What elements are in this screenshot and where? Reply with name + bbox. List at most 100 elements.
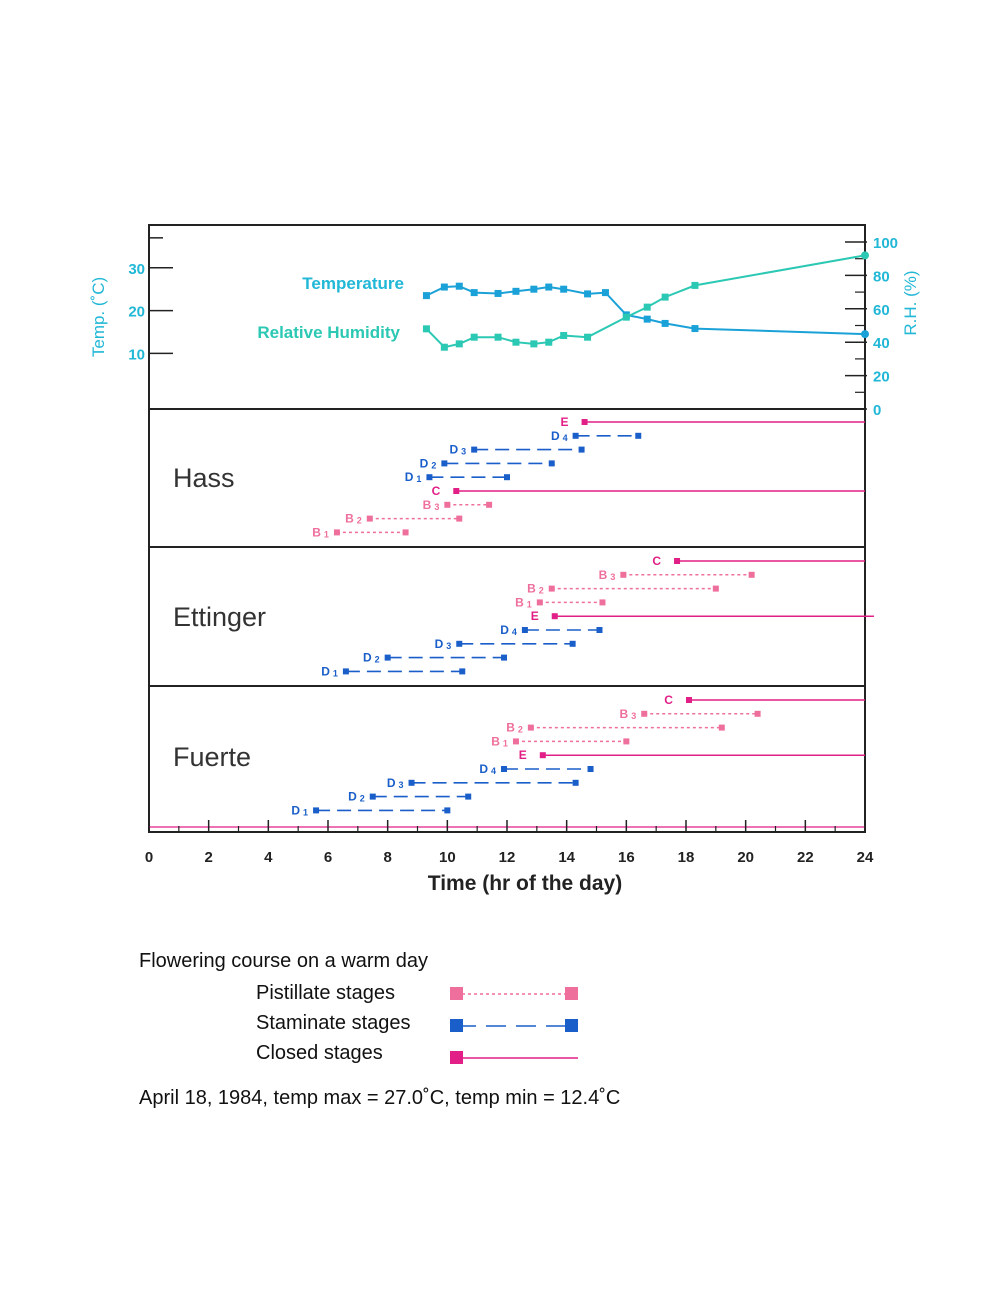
- temperature-point: [861, 330, 869, 339]
- stage-label: B: [491, 734, 500, 748]
- stage-label: B: [599, 568, 608, 582]
- caption-footer: April 18, 1984, temp max = 27.0˚C, temp …: [139, 1087, 621, 1109]
- temperature-point: [545, 283, 553, 291]
- stage-label: D: [291, 803, 300, 817]
- stage-label: D: [405, 470, 414, 484]
- right-tick-label: 80: [873, 268, 890, 285]
- stage-label: B: [423, 498, 432, 512]
- temperature-point: [530, 285, 538, 293]
- stage-label: E: [519, 748, 527, 762]
- pistillate-stage-end-marker: [623, 738, 630, 745]
- temperature-point: [455, 282, 463, 290]
- temperature-point: [512, 287, 520, 295]
- pistillate-stage-start-marker: [641, 710, 648, 717]
- stage-label-subscript: 1: [416, 474, 421, 484]
- cultivar-label: Hass: [173, 463, 235, 493]
- humidity-point: [470, 333, 478, 341]
- stage-label-subscript: 2: [431, 460, 436, 470]
- temperature-point: [470, 289, 478, 297]
- pistillate-stage-start-marker: [620, 571, 627, 578]
- humidity-point: [440, 343, 448, 351]
- temperature-point: [440, 283, 448, 291]
- pistillate-stage-end-marker: [712, 585, 719, 592]
- stage-label: B: [506, 721, 515, 735]
- temperature-line: [425, 285, 866, 336]
- closed-stage-start-marker: [539, 752, 546, 759]
- stage-label-subscript: 3: [631, 711, 636, 721]
- right-axis-label: R.H. (%): [901, 270, 920, 335]
- stage-label: E: [531, 609, 539, 623]
- stage-label: E: [561, 415, 569, 429]
- stage-label-subscript: 3: [610, 572, 615, 582]
- closed-stage-start-marker: [453, 488, 460, 494]
- humidity-point: [545, 338, 553, 346]
- temperature-point: [643, 315, 651, 323]
- temperature-point: [494, 289, 502, 297]
- humidity-point: [422, 325, 430, 333]
- x-tick-label: 0: [145, 849, 153, 866]
- stage-label: D: [321, 664, 330, 678]
- staminate-stage-end-marker: [587, 766, 594, 772]
- stage-label-subscript: 4: [491, 766, 496, 776]
- stage-label: B: [345, 512, 354, 526]
- stage-label-subscript: 1: [303, 807, 308, 817]
- x-tick-label: 6: [324, 849, 332, 866]
- legend-pistillate-end-marker: [565, 987, 578, 1000]
- stage-label-subscript: 2: [375, 655, 380, 665]
- stage-label-subscript: 3: [434, 502, 439, 512]
- closed-stage-start-marker: [685, 697, 692, 703]
- staminate-stage-start-marker: [441, 460, 448, 467]
- closed-stage-start-marker: [581, 419, 588, 425]
- stage-label: D: [420, 456, 429, 470]
- humidity-point: [643, 303, 651, 311]
- stage-label: B: [620, 707, 629, 721]
- stage-label: D: [500, 623, 509, 637]
- temperature-point: [691, 325, 699, 333]
- pistillate-stage-end-marker: [718, 724, 725, 731]
- left-tick-label: 30: [128, 261, 145, 278]
- right-tick-label: 0: [873, 402, 881, 419]
- pistillate-stage-end-marker: [599, 599, 606, 606]
- staminate-stage-start-marker: [471, 446, 478, 453]
- cultivar-label: Ettinger: [173, 602, 266, 632]
- pistillate-stage-start-marker: [536, 599, 543, 606]
- humidity-series-label: Relative Humidity: [257, 323, 400, 342]
- temperature-point: [584, 290, 592, 298]
- staminate-stage-end-marker: [501, 654, 508, 661]
- staminate-stage-end-marker: [572, 779, 579, 786]
- x-tick-label: 8: [383, 849, 391, 866]
- pistillate-stage-end-marker: [754, 710, 761, 717]
- x-tick-label: 16: [618, 849, 635, 866]
- pistillate-stage-end-marker: [748, 571, 755, 578]
- staminate-stage-start-marker: [408, 779, 415, 786]
- stage-label: D: [479, 762, 488, 776]
- closed-stage-start-marker: [551, 613, 558, 620]
- staminate-stage-start-marker: [426, 474, 433, 481]
- stage-label: D: [387, 776, 396, 790]
- left-tick-label: 20: [128, 304, 145, 321]
- legend-staminate-start-marker: [450, 1019, 463, 1032]
- caption-title: Flowering course on a warm day: [139, 950, 429, 972]
- x-tick-label: 4: [264, 849, 273, 866]
- humidity-point: [691, 281, 699, 289]
- pistillate-stage-end-marker: [402, 529, 409, 536]
- x-tick-label: 18: [678, 849, 695, 866]
- stage-label-subscript: 2: [357, 516, 362, 526]
- legend-pistillate-start-marker: [450, 987, 463, 1000]
- staminate-stage-start-marker: [342, 668, 349, 675]
- legend-pistillate-label: Pistillate stages: [256, 982, 395, 1004]
- stage-label-subscript: 1: [324, 529, 329, 539]
- pistillate-stage-start-marker: [366, 515, 373, 522]
- stage-label-subscript: 2: [360, 794, 365, 804]
- staminate-stage-start-marker: [501, 766, 508, 772]
- staminate-stage-start-marker: [456, 640, 463, 647]
- x-tick-label: 22: [797, 849, 814, 866]
- humidity-point: [584, 333, 592, 341]
- stage-label-subscript: 2: [518, 725, 523, 735]
- x-tick-label: 2: [204, 849, 212, 866]
- temperature-series-label: Temperature: [302, 274, 404, 293]
- stage-label: C: [664, 693, 673, 707]
- x-tick-label: 12: [499, 849, 516, 866]
- humidity-point: [530, 340, 538, 348]
- stage-label: D: [435, 637, 444, 651]
